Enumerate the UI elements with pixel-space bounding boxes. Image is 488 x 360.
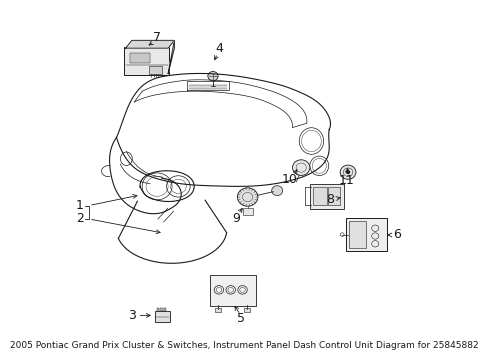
Text: 9: 9 — [232, 212, 240, 225]
Circle shape — [346, 170, 349, 174]
FancyBboxPatch shape — [328, 187, 340, 205]
Circle shape — [271, 186, 282, 195]
FancyBboxPatch shape — [215, 308, 221, 312]
Text: 5: 5 — [236, 312, 244, 325]
FancyBboxPatch shape — [209, 275, 255, 306]
FancyBboxPatch shape — [154, 311, 169, 322]
Circle shape — [340, 165, 355, 179]
FancyBboxPatch shape — [244, 308, 250, 312]
FancyBboxPatch shape — [313, 187, 326, 205]
Text: 11: 11 — [338, 174, 353, 187]
Text: 6: 6 — [392, 229, 401, 242]
FancyBboxPatch shape — [348, 221, 365, 248]
FancyBboxPatch shape — [148, 66, 162, 74]
Text: 4: 4 — [215, 42, 223, 55]
Text: 2: 2 — [76, 212, 83, 225]
Text: 8: 8 — [325, 193, 334, 206]
Text: 1: 1 — [76, 199, 83, 212]
Circle shape — [207, 72, 218, 81]
FancyBboxPatch shape — [346, 218, 386, 251]
FancyBboxPatch shape — [130, 53, 149, 63]
Polygon shape — [168, 40, 174, 74]
Text: 2005 Pontiac Grand Prix Cluster & Switches, Instrument Panel Dash Control Unit D: 2005 Pontiac Grand Prix Cluster & Switch… — [10, 341, 478, 350]
FancyBboxPatch shape — [163, 308, 166, 311]
FancyBboxPatch shape — [157, 308, 159, 311]
FancyBboxPatch shape — [160, 308, 163, 311]
FancyBboxPatch shape — [124, 47, 169, 75]
Circle shape — [292, 160, 309, 175]
FancyBboxPatch shape — [242, 208, 252, 215]
Text: 7: 7 — [153, 31, 161, 44]
Circle shape — [237, 188, 257, 206]
Text: 3: 3 — [128, 309, 136, 322]
FancyBboxPatch shape — [309, 184, 344, 209]
Text: 10: 10 — [281, 173, 297, 186]
Polygon shape — [125, 40, 174, 48]
